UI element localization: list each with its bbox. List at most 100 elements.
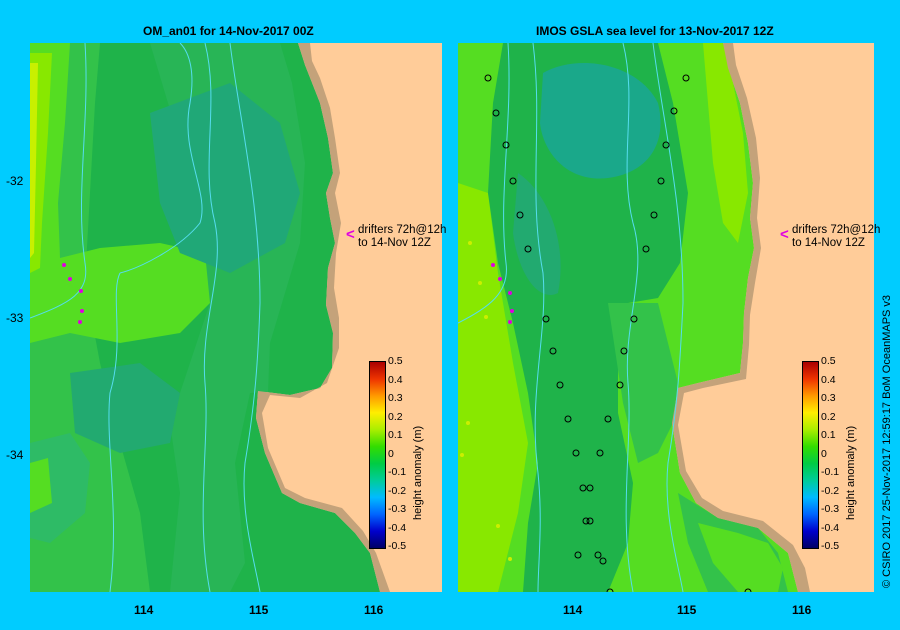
x-axis-label: 116 — [792, 603, 812, 617]
colorbar-tick: -0.1 — [388, 466, 407, 478]
colorbar-tick: 0.1 — [821, 429, 836, 441]
drifters-note-left: drifters 72h@12h to 14-Nov 12Z — [358, 224, 446, 250]
altimeter-point — [524, 245, 532, 253]
colorbar-tick: -0.3 — [821, 503, 840, 515]
altimeter-point — [586, 517, 594, 525]
x-axis-label: 115 — [249, 603, 269, 617]
drifter-marker — [68, 277, 72, 281]
altimeter-point — [468, 241, 472, 245]
colorbar-left — [369, 361, 386, 549]
drifters-line1: drifters 72h@12h — [792, 224, 881, 236]
altimeter-point — [574, 551, 582, 559]
altimeter-point — [670, 107, 678, 115]
altimeter-point — [542, 315, 550, 323]
altimeter-point — [596, 449, 604, 457]
colorbar-tick: -0.5 — [388, 540, 407, 552]
altimeter-point — [466, 421, 470, 425]
altimeter-point — [744, 588, 752, 592]
colorbar-tick: -0.4 — [821, 521, 840, 534]
bathymetry-contour — [458, 43, 510, 324]
altimeter-point — [650, 211, 658, 219]
altimeter-point — [478, 281, 482, 285]
colorbar-tick: 0.2 — [388, 410, 403, 423]
bathymetry-contour — [229, 43, 261, 592]
altimeter-point — [594, 551, 602, 559]
bathymetry-contour — [622, 43, 639, 592]
altimeter-point — [496, 524, 500, 528]
left-sea-level-map — [30, 43, 390, 592]
altimeter-point — [484, 74, 492, 82]
altimeter-point — [502, 141, 510, 149]
x-axis-label: 116 — [364, 603, 384, 617]
bathymetry-contour — [202, 43, 218, 592]
bathymetry-contour — [532, 43, 545, 592]
x-axis-label: 114 — [563, 603, 583, 617]
altimeter-point — [572, 449, 580, 457]
altimeter-point — [642, 245, 650, 253]
altimeter-point — [508, 557, 512, 561]
altimeter-point — [630, 315, 638, 323]
bathymetry-contour — [119, 43, 203, 274]
y-axis-label: -33 — [6, 311, 24, 325]
drifter-marker — [508, 291, 512, 295]
drifter-marker — [491, 263, 495, 267]
altimeter-point — [657, 177, 665, 185]
altimeter-point — [604, 415, 612, 423]
altimeter-point — [620, 347, 628, 355]
altimeter-point — [682, 74, 690, 82]
colorbar-tick: 0 — [388, 447, 394, 460]
left-map-panel — [30, 43, 442, 592]
drifters-line2: to 14-Nov 12Z — [358, 237, 431, 249]
drifter-marker — [498, 277, 502, 281]
altimeter-point — [662, 141, 670, 149]
drifter-marker — [79, 289, 83, 293]
drifters-line2: to 14-Nov 12Z — [792, 237, 865, 249]
altimeter-point — [579, 484, 587, 492]
left-panel-title: OM_an01 for 14-Nov-2017 00Z — [143, 24, 314, 38]
drifter-marker — [510, 309, 514, 313]
colorbar-tick: 0.2 — [821, 410, 836, 423]
colorbar-tick: -0.5 — [821, 540, 840, 552]
altimeter-point — [484, 315, 488, 319]
drifter-marker — [78, 320, 82, 324]
altimeter-point — [460, 453, 464, 457]
colorbar-tick: -0.2 — [821, 484, 840, 497]
credit-text: © CSIRO 2017 25-Nov-2017 12:59:17 BoM Oc… — [881, 294, 893, 588]
colorbar-tick: 0.4 — [821, 373, 836, 386]
altimeter-point — [556, 381, 564, 389]
colorbar-tick: -0.2 — [388, 484, 407, 497]
drifter-marker — [508, 320, 512, 324]
altimeter-point — [509, 177, 517, 185]
x-axis-label: 114 — [134, 603, 154, 617]
right-panel-title: IMOS GSLA sea level for 13-Nov-2017 12Z — [536, 24, 774, 38]
colorbar-label: height anomaly (m) — [412, 425, 424, 520]
colorbar-tick: 0 — [821, 447, 827, 460]
drifters-note-right: drifters 72h@12h to 14-Nov 12Z — [792, 224, 880, 250]
drifter-arrow-icon: < — [346, 226, 355, 243]
altimeter-point — [606, 588, 614, 592]
colorbar-tick: 0.3 — [821, 392, 836, 404]
drifters-line1: drifters 72h@12h — [358, 224, 447, 236]
altimeter-point — [492, 109, 500, 117]
colorbar-tick: 0.5 — [821, 355, 836, 367]
colorbar-tick: 0.5 — [388, 355, 403, 367]
colorbar-tick: -0.1 — [821, 466, 840, 478]
bathymetry-contour — [108, 272, 121, 592]
colorbar-label: height anomaly (m) — [845, 425, 857, 520]
altimeter-point — [616, 381, 624, 389]
altimeter-point — [564, 415, 572, 423]
colorbar-tick: 0.1 — [388, 429, 403, 441]
altimeter-point — [586, 484, 594, 492]
right-sea-level-map — [458, 43, 810, 592]
altimeter-point — [516, 211, 524, 219]
y-axis-label: -32 — [6, 174, 24, 188]
colorbar-tick: 0.3 — [388, 392, 403, 404]
x-axis-label: 115 — [677, 603, 697, 617]
y-axis-label: -34 — [6, 448, 24, 462]
drifter-marker — [62, 263, 66, 267]
colorbar-right — [802, 361, 819, 549]
colorbar-tick: -0.3 — [388, 503, 407, 515]
colorbar-tick: -0.4 — [388, 521, 407, 534]
drifter-arrow-icon: < — [780, 226, 789, 243]
bathymetry-contour — [30, 43, 87, 319]
